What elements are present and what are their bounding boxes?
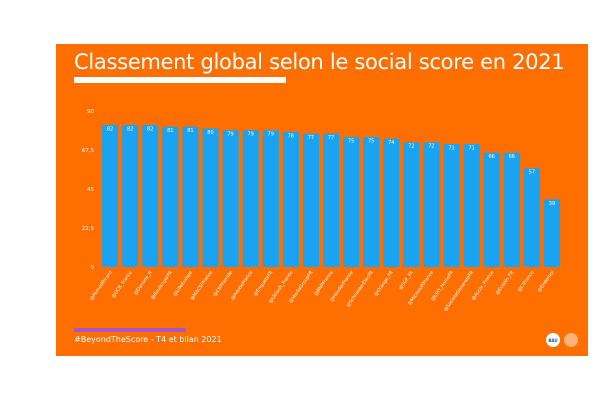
bar — [162, 126, 179, 267]
data-label: 82 — [107, 126, 113, 132]
x-tick-labels: @PernodRicard@UCB_France @Danone_fr@Boula… — [89, 269, 556, 313]
slide: Classement global selon le social score … — [56, 44, 588, 356]
bar — [483, 152, 500, 267]
bar — [543, 199, 560, 267]
footer-accent-line — [74, 328, 186, 332]
bar — [282, 131, 299, 267]
bar — [463, 143, 480, 267]
data-label: 77 — [308, 135, 314, 141]
bar — [423, 142, 440, 267]
x-tick-label: @SGF_FR — [398, 269, 416, 291]
data-label: 72 — [408, 144, 414, 150]
title-underline — [74, 77, 286, 83]
x-tick-label: @Orange_FR — [373, 269, 395, 297]
bar — [523, 168, 540, 267]
bar — [102, 124, 119, 267]
bar — [403, 142, 420, 267]
bar — [302, 133, 319, 267]
bar — [383, 138, 400, 267]
bar — [202, 128, 219, 267]
data-label: 82 — [147, 126, 153, 132]
value-labels: 82 82 82 81 81 80 79 79 79 78 77 77 75 75 74 72 72 71 71 66… — [107, 126, 555, 207]
data-label: 72 — [428, 144, 434, 150]
brand-logo-right — [564, 333, 578, 347]
x-tick-label: @CNPFamille — [212, 270, 234, 298]
brand-logo-left: BAU — [546, 333, 560, 347]
data-label: 82 — [127, 126, 133, 132]
bar — [222, 130, 239, 267]
bar-chart: 0 22,5 45 67,5 90 82 82 82 81 81 80 79 79 79 78 77 77 75… — [82, 109, 560, 313]
y-axis: 0 22,5 45 67,5 90 — [82, 109, 95, 271]
data-label: 80 — [207, 130, 213, 136]
data-label: 71 — [468, 145, 474, 151]
footer-hashtag: #BeyondTheScore - T4 et bilan 2021 — [74, 335, 222, 344]
y-tick-label: 67,5 — [82, 148, 95, 154]
x-tick-label: @Danone_fr — [133, 270, 154, 297]
data-label: 78 — [288, 133, 294, 139]
bar — [262, 130, 279, 267]
x-tick-label: @BNPFrance — [313, 270, 335, 298]
bar — [182, 126, 199, 267]
data-label: 66 — [489, 154, 495, 160]
data-label: 75 — [368, 139, 374, 145]
y-tick-label: 0 — [91, 265, 95, 271]
bar — [443, 143, 460, 267]
bar — [322, 133, 340, 267]
x-tick-label: @UCB_France — [111, 270, 134, 300]
x-tick-label: @PernodRicard — [89, 270, 114, 302]
x-tick-label: @Ecodin_FR — [494, 269, 515, 296]
brand-logo-left-text: BAU — [548, 337, 558, 343]
data-label: 74 — [388, 140, 394, 146]
bar — [122, 124, 139, 267]
bar — [343, 137, 360, 267]
x-tick-label: @CIFrance — [517, 270, 536, 294]
data-label: 39 — [549, 201, 555, 207]
bar — [142, 124, 159, 267]
x-tick-label: @LilleEurope — [172, 270, 194, 298]
data-label: 81 — [187, 128, 193, 134]
x-tick-label: @Endemol — [537, 270, 556, 294]
data-label: 79 — [247, 132, 253, 138]
bar — [503, 152, 520, 267]
data-label: 77 — [328, 135, 334, 141]
data-label: 66 — [509, 154, 515, 160]
bar — [242, 130, 259, 267]
x-tick-label: @EnqueteFR — [253, 269, 275, 297]
data-label: 79 — [268, 132, 274, 138]
bar — [363, 137, 380, 267]
data-label: 75 — [348, 139, 354, 145]
data-label: 81 — [167, 128, 173, 134]
data-label: 71 — [448, 145, 454, 151]
data-label: 57 — [529, 170, 535, 176]
y-tick-label: 90 — [87, 109, 94, 115]
chart-title: Classement global selon le social score … — [74, 50, 565, 74]
bars — [102, 124, 560, 267]
y-tick-label: 22,5 — [82, 226, 95, 232]
y-tick-label: 45 — [87, 187, 94, 193]
data-label: 79 — [227, 132, 233, 138]
